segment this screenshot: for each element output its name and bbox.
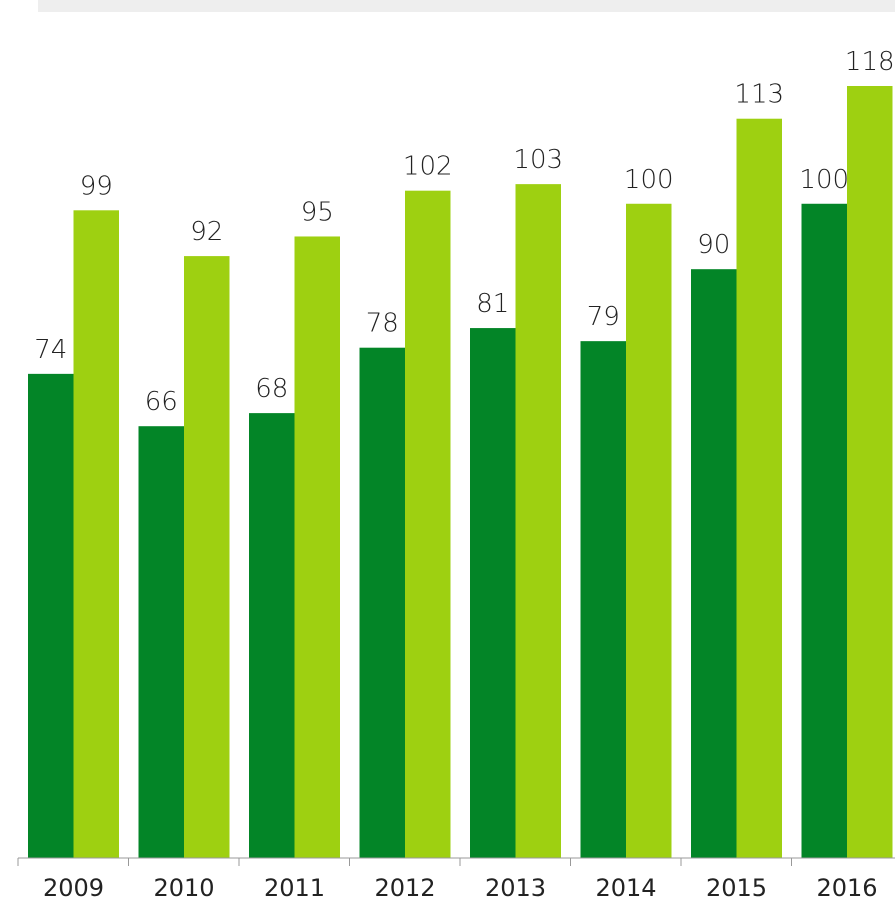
value-label-2011-series-2: 95 (301, 197, 334, 227)
bar-2011-series-2 (294, 236, 340, 858)
x-axis: 2009 2010 2011 2012 2013 2014 2015 2016 (17, 857, 895, 902)
value-label-2011-series-1: 68 (255, 374, 288, 404)
value-label-2010-series-2: 92 (190, 217, 223, 247)
value-label-2014-series-2: 100 (624, 165, 674, 195)
bars-group (28, 86, 893, 859)
bar-2012-series-2 (405, 190, 451, 858)
bar-2016-series-1 (801, 203, 847, 859)
value-label-2016-series-2: 118 (845, 47, 895, 77)
bar-2009-series-1 (28, 373, 74, 858)
bar-2009-series-2 (73, 210, 119, 859)
bar-2014-series-1 (580, 341, 626, 858)
header-band (38, 0, 895, 12)
x-tick-label-2015: 2015 (706, 874, 767, 902)
bar-2011-series-1 (249, 413, 295, 858)
x-tick-label-2011: 2011 (264, 874, 325, 902)
x-tick-label-2016: 2016 (816, 874, 877, 902)
value-label-2016-series-1: 100 (799, 165, 849, 195)
value-label-2010-series-1: 66 (145, 387, 178, 417)
value-label-2015-series-1: 90 (697, 230, 730, 260)
value-label-2015-series-2: 113 (734, 80, 784, 110)
x-tick-label-2013: 2013 (485, 874, 546, 902)
value-labels-group: 74 99 66 92 68 95 78 102 81 103 79 100 90 113 100 118 (34, 47, 894, 417)
value-label-2012-series-1: 78 (366, 309, 399, 339)
bar-2014-series-2 (626, 203, 672, 859)
bar-2015-series-1 (691, 269, 737, 859)
bar-2016-series-2 (847, 86, 893, 858)
x-tick-label-2012: 2012 (374, 874, 435, 902)
value-label-2013-series-2: 103 (513, 145, 563, 175)
value-label-2013-series-1: 81 (476, 289, 509, 319)
x-tick-label-2014: 2014 (595, 874, 656, 902)
bar-2010-series-2 (184, 256, 230, 858)
value-label-2012-series-2: 102 (403, 152, 453, 182)
bar-2012-series-1 (359, 347, 405, 858)
bar-2013-series-2 (515, 184, 561, 858)
x-tick-label-2009: 2009 (43, 874, 104, 902)
x-tick-label-2010: 2010 (153, 874, 214, 902)
bar-2013-series-1 (470, 328, 516, 858)
bar-2010-series-1 (138, 426, 184, 858)
value-label-2014-series-1: 79 (587, 302, 620, 332)
bar-2015-series-2 (736, 118, 782, 859)
value-label-2009-series-2: 99 (80, 171, 113, 201)
value-label-2009-series-1: 74 (34, 335, 67, 365)
